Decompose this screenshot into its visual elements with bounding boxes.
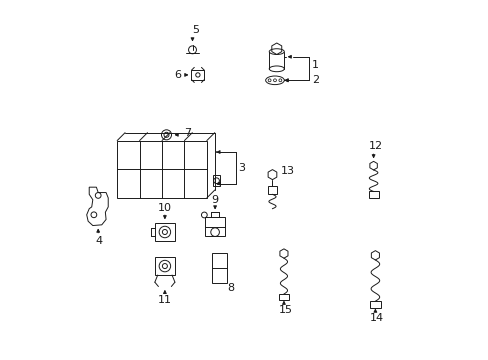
Text: 3: 3	[238, 163, 244, 173]
Text: 8: 8	[227, 283, 234, 293]
Bar	[205, 217, 224, 237]
Bar	[369, 301, 380, 309]
Text: 5: 5	[191, 25, 199, 35]
Text: 4: 4	[95, 236, 102, 246]
Bar	[191, 70, 204, 80]
Text: 9: 9	[211, 194, 218, 204]
Bar	[212, 175, 220, 186]
Text: 7: 7	[183, 128, 190, 138]
Text: 14: 14	[369, 313, 384, 323]
Bar	[368, 192, 378, 198]
Text: 13: 13	[280, 166, 294, 176]
Text: 12: 12	[367, 141, 382, 151]
Bar	[155, 223, 174, 241]
Text: 1: 1	[311, 60, 318, 70]
Bar	[117, 140, 206, 198]
Bar	[278, 294, 288, 301]
Text: 10: 10	[158, 203, 172, 213]
Text: 15: 15	[278, 305, 292, 315]
Bar	[155, 257, 174, 275]
Bar	[212, 253, 226, 283]
Text: 2: 2	[311, 75, 318, 85]
Text: 11: 11	[158, 295, 172, 305]
Bar	[267, 186, 276, 194]
Text: 6: 6	[174, 70, 181, 80]
